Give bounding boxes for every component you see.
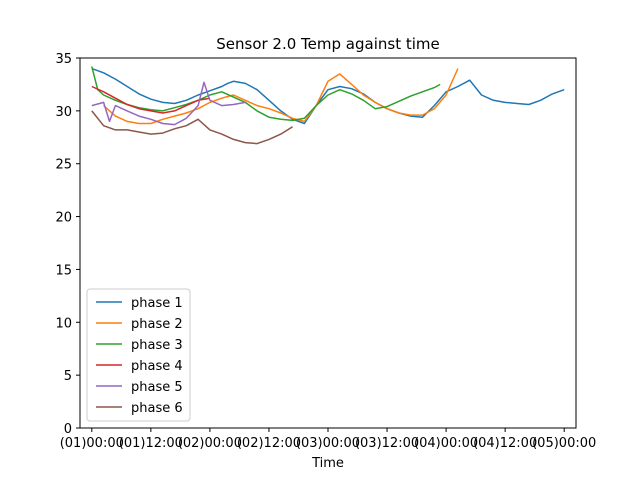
y-tick-label: 0 xyxy=(64,422,72,437)
legend-box xyxy=(86,288,191,422)
x-tick-label: (04)12:00 xyxy=(473,436,537,451)
y-tick-label: 35 xyxy=(55,52,72,67)
series-line-phase-2 xyxy=(103,68,459,125)
legend: phase 1 phase 2 phase 3 phase 4 phase 5 phase… xyxy=(86,288,191,422)
series-line-phase-3 xyxy=(91,66,441,122)
y-tick-label: 10 xyxy=(55,316,72,331)
series-line-phase-5 xyxy=(91,81,246,126)
x-tick-label: (01)00:00 xyxy=(60,436,124,451)
y-tick-label: 30 xyxy=(55,105,72,120)
x-axis-label: Time xyxy=(311,456,344,471)
legend-entry-label: phase 2 xyxy=(131,317,183,332)
y-tick-label: 25 xyxy=(55,158,72,173)
y-tick-label: 20 xyxy=(55,211,72,226)
series-line-phase-6 xyxy=(91,110,293,145)
series-layer xyxy=(91,66,565,145)
y-axis-ticks: 0 5 10 15 20 25 30 35 xyxy=(55,52,80,437)
y-tick-label: 15 xyxy=(55,263,72,278)
legend-entry-label: phase 5 xyxy=(131,380,183,395)
x-tick-label: (02)12:00 xyxy=(237,436,301,451)
legend-entry-label: phase 4 xyxy=(131,359,183,374)
x-tick-label: (04)00:00 xyxy=(414,436,478,451)
series-line-phase-1 xyxy=(91,67,565,125)
x-tick-label: (03)12:00 xyxy=(355,436,419,451)
x-tick-label: (05)00:00 xyxy=(532,436,596,451)
chart-title: Sensor 2.0 Temp against time xyxy=(216,35,439,53)
legend-entry-label: phase 3 xyxy=(131,338,183,353)
x-tick-label: (02)00:00 xyxy=(178,436,242,451)
legend-entry-label: phase 6 xyxy=(131,401,183,416)
x-tick-label: (01)12:00 xyxy=(119,436,183,451)
x-axis-ticks: (01)00:00(01)12:00(02)00:00(02)12:00(03)… xyxy=(60,428,596,451)
series-line-phase-4 xyxy=(91,85,211,114)
x-tick-label: (03)00:00 xyxy=(296,436,360,451)
legend-entry-label: phase 1 xyxy=(131,296,183,311)
y-tick-label: 5 xyxy=(64,369,72,384)
